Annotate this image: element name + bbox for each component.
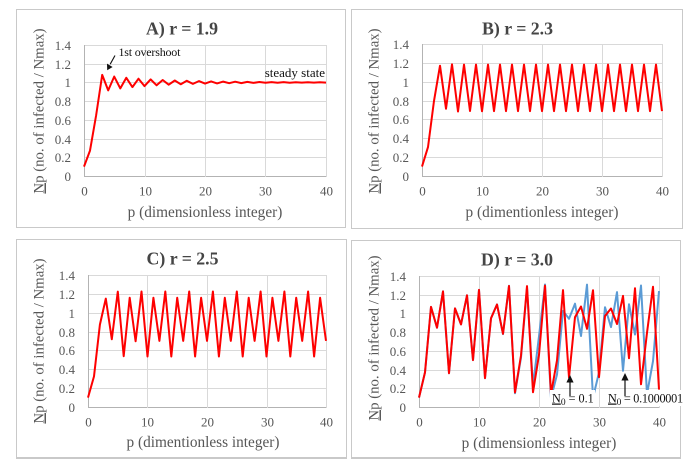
svg-text:0: 0 [403,169,410,184]
svg-text:20: 20 [533,415,546,430]
svg-text:0: 0 [400,400,407,415]
svg-text:A) r = 1.9: A) r = 1.9 [146,19,218,40]
svg-text:30: 30 [259,184,272,199]
svg-text:0: 0 [419,184,426,199]
svg-text:p (dimentionless integer): p (dimentionless integer) [466,204,619,221]
svg-text:1.4: 1.4 [393,37,410,52]
svg-text:0.2: 0.2 [55,150,71,165]
svg-text:p (dimensionless integer): p (dimensionless integer) [462,435,617,452]
svg-text:Np (no. of infected / Nmax): Np (no. of infected / Nmax) [32,258,48,423]
svg-text:0.8: 0.8 [59,325,75,340]
svg-text:D) r = 3.0: D) r = 3.0 [481,250,553,271]
svg-text:1: 1 [403,75,410,90]
svg-text:Np (no. of infected / Nmax): Np (no. of infected / Nmax) [367,255,383,420]
svg-text:C) r = 2.5: C) r = 2.5 [146,249,218,270]
svg-text:10: 10 [141,415,154,430]
svg-text:1.2: 1.2 [393,56,409,71]
svg-text:0: 0 [416,415,423,430]
svg-text:1: 1 [400,306,407,321]
svg-text:30: 30 [261,415,274,430]
svg-text:0.6: 0.6 [393,112,410,127]
svg-text:0.4: 0.4 [55,132,72,147]
svg-text:0.6: 0.6 [390,344,407,359]
svg-text:1.2: 1.2 [59,287,75,302]
svg-text:30: 30 [596,184,609,199]
svg-text:0.6: 0.6 [59,343,76,358]
svg-text:1: 1 [65,75,72,90]
svg-text:0.4: 0.4 [390,363,407,378]
svg-text:1.4: 1.4 [390,269,407,284]
svg-text:10: 10 [476,184,489,199]
svg-text:Np (no. of infected / Nmax): Np (no. of infected / Nmax) [32,28,48,193]
svg-text:10: 10 [139,184,152,199]
svg-text:0.8: 0.8 [55,94,71,109]
svg-text:0.2: 0.2 [390,381,406,396]
svg-text:30: 30 [593,415,606,430]
svg-text:0.8: 0.8 [393,94,409,109]
svg-text:1.4: 1.4 [59,268,76,283]
svg-text:0.4: 0.4 [59,362,76,377]
svg-text:40: 40 [653,415,666,430]
svg-text:0: 0 [65,169,72,184]
svg-text:1.2: 1.2 [55,57,71,72]
svg-text:B) r = 2.3: B) r = 2.3 [482,19,553,40]
svg-text:0.4: 0.4 [393,131,410,146]
svg-text:steady state: steady state [265,65,326,80]
svg-text:Np (no. of infected / Nmax): Np (no. of infected / Nmax) [367,28,383,193]
svg-text:10: 10 [473,415,486,430]
svg-text:N0 = 0.1000001: N0 = 0.1000001 [608,392,683,409]
svg-text:0.2: 0.2 [393,150,409,165]
svg-text:p (dimentionless integer): p (dimentionless integer) [127,434,280,451]
svg-text:1.2: 1.2 [390,288,406,303]
svg-text:0: 0 [85,415,92,430]
svg-text:p (dimensionless integer): p (dimensionless integer) [128,204,283,221]
svg-text:20: 20 [536,184,549,199]
svg-text:40: 40 [320,184,333,199]
svg-text:1: 1 [69,306,76,321]
svg-text:0: 0 [69,400,76,415]
svg-text:0.2: 0.2 [59,381,75,396]
svg-text:0.6: 0.6 [55,113,72,128]
svg-text:1.4: 1.4 [55,38,72,53]
svg-text:40: 40 [320,415,333,430]
svg-text:20: 20 [199,184,212,199]
svg-text:20: 20 [201,415,214,430]
svg-text:N0 = 0.1: N0 = 0.1 [552,392,594,409]
svg-text:0.8: 0.8 [390,325,406,340]
svg-text:40: 40 [656,184,669,199]
svg-text:0: 0 [81,184,88,199]
svg-text:1st overshoot: 1st overshoot [119,45,182,59]
